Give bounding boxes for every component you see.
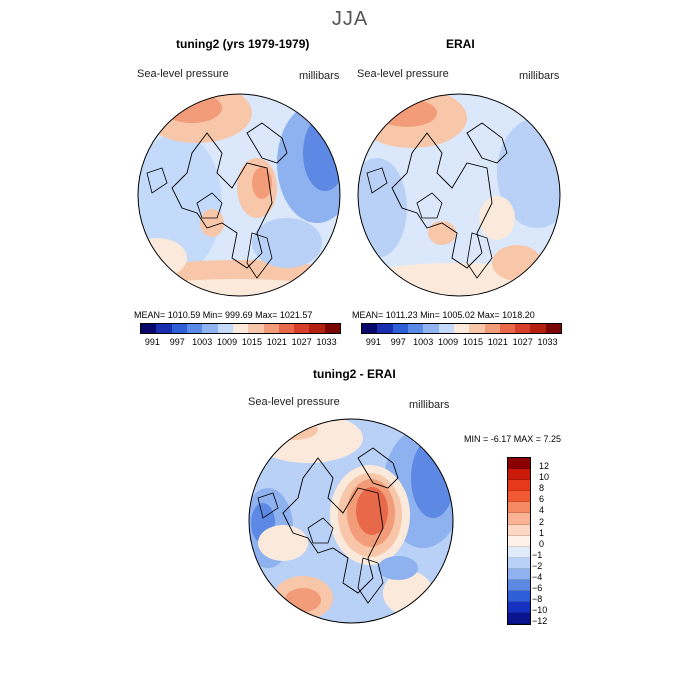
colorbar-swatch: [362, 324, 378, 333]
colorbar-swatch: [141, 324, 157, 333]
colorbar-tick-label: 1: [539, 527, 545, 538]
colorbar-swatch: [278, 324, 295, 333]
right-colorbar: [361, 323, 562, 334]
diff-colorbar-ticks: 12 10 8 6 4 2 1 0 −1 −2 −4 −6 −8 −10 −12: [532, 457, 577, 627]
colorbar-swatch: [294, 324, 310, 333]
colorbar-tick-label: 991: [365, 337, 381, 347]
diff-polar-map: [248, 418, 454, 624]
colorbar-swatch: [508, 613, 530, 625]
colorbar-tick-label: 1033: [316, 337, 337, 347]
colorbar-swatch: [469, 324, 485, 333]
colorbar-swatch: [484, 324, 500, 333]
season-title: JJA: [331, 8, 369, 30]
right-stats: MEAN= 1011.23 Min= 1005.02 Max= 1018.20: [352, 310, 535, 320]
left-field-label: Sea-level pressure: [137, 68, 229, 80]
colorbar-swatch: [423, 324, 439, 333]
colorbar-swatch: [508, 513, 530, 525]
left-units-label: millibars: [299, 70, 340, 82]
colorbar-tick-label: −12: [532, 616, 548, 627]
colorbar-tick-label: −4: [532, 572, 543, 582]
colorbar-tick-label: 1033: [537, 337, 558, 347]
colorbar-swatch: [171, 324, 187, 333]
colorbar-swatch: [324, 324, 341, 333]
colorbar-swatch: [309, 324, 325, 333]
left-panel-title: tuning2 (yrs 1979-1979): [176, 37, 310, 51]
colorbar-swatch: [508, 524, 530, 536]
colorbar-tick-label: −2: [532, 560, 543, 571]
colorbar-swatch: [508, 469, 530, 481]
colorbar-swatch: [438, 324, 454, 333]
left-stats: MEAN= 1010.59 Min= 999.69 Max= 1021.57: [134, 310, 313, 320]
colorbar-swatch: [232, 324, 249, 333]
colorbar-tick-label: −1: [532, 549, 543, 560]
colorbar-tick-label: 1015: [241, 337, 262, 347]
colorbar-swatch: [508, 602, 530, 614]
colorbar-swatch: [407, 324, 424, 333]
right-colorbar-ticks: 991 997 1003 1009 1015 1021 1027 1033: [361, 337, 560, 347]
colorbar-tick-label: 1003: [192, 337, 213, 347]
colorbar-swatch: [508, 557, 530, 569]
colorbar-tick-label: 12: [539, 461, 550, 471]
colorbar-tick-label: −8: [532, 594, 543, 605]
colorbar-tick-label: 0: [539, 538, 545, 549]
colorbar-swatch: [453, 324, 470, 333]
left-colorbar-ticks: 991 997 1003 1009 1015 1021 1027 1033: [140, 337, 339, 347]
colorbar-swatch: [508, 458, 530, 470]
colorbar-swatch: [508, 580, 530, 592]
diff-colorbar: [507, 457, 531, 626]
right-panel-title: ERAI: [446, 37, 475, 51]
colorbar-tick-label: 997: [390, 337, 406, 347]
diff-units-label: millibars: [409, 399, 450, 411]
colorbar-swatch: [508, 502, 530, 514]
colorbar-tick-label: 1027: [291, 337, 312, 347]
colorbar-swatch: [508, 535, 530, 547]
colorbar-tick-label: 997: [169, 337, 185, 347]
colorbar-swatch: [508, 480, 530, 492]
colorbar-swatch: [392, 324, 408, 333]
right-units-label: millibars: [519, 70, 560, 82]
colorbar-swatch: [545, 324, 562, 333]
colorbar-swatch: [508, 568, 530, 581]
left-polar-map: [137, 93, 341, 297]
colorbar-swatch: [248, 324, 264, 333]
colorbar-swatch: [202, 324, 218, 333]
colorbar-swatch: [217, 324, 233, 333]
colorbar-swatch: [499, 324, 516, 333]
colorbar-swatch: [530, 324, 546, 333]
colorbar-tick-label: −6: [532, 583, 543, 594]
right-polar-map: [357, 93, 561, 297]
colorbar-tick-label: 2: [539, 516, 545, 527]
right-field-label: Sea-level pressure: [357, 68, 449, 80]
left-colorbar: [140, 323, 341, 334]
colorbar-tick-label: 1009: [438, 337, 459, 347]
colorbar-tick-label: 1003: [413, 337, 434, 347]
colorbar-tick-label: 10: [539, 472, 550, 483]
colorbar-tick-label: 1015: [462, 337, 483, 347]
colorbar-swatch: [156, 324, 172, 333]
colorbar-tick-label: 1027: [512, 337, 533, 347]
colorbar-tick-label: 991: [144, 337, 160, 347]
colorbar-tick-label: 8: [539, 483, 545, 494]
diff-stats: MIN = -6.17 MAX = 7.25: [464, 434, 562, 444]
diff-panel-title: tuning2 - ERAI: [313, 367, 396, 381]
colorbar-tick-label: 1021: [266, 337, 287, 347]
colorbar-swatch: [508, 491, 530, 503]
colorbar-swatch: [377, 324, 393, 333]
colorbar-tick-label: 1021: [487, 337, 508, 347]
colorbar-swatch: [508, 546, 530, 558]
diff-field-label: Sea-level pressure: [248, 396, 340, 408]
colorbar-tick-label: 1009: [217, 337, 238, 347]
colorbar-tick-label: 6: [539, 494, 545, 505]
colorbar-swatch: [515, 324, 531, 333]
colorbar-tick-label: −10: [532, 605, 548, 616]
colorbar-swatch: [186, 324, 203, 333]
colorbar-swatch: [263, 324, 279, 333]
colorbar-swatch: [508, 591, 530, 603]
colorbar-tick-label: 4: [539, 505, 545, 516]
